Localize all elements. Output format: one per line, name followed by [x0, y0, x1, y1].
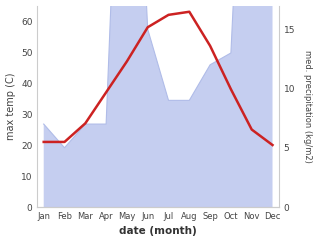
Y-axis label: max temp (C): max temp (C): [5, 73, 16, 140]
X-axis label: date (month): date (month): [119, 227, 197, 236]
Y-axis label: med. precipitation (kg/m2): med. precipitation (kg/m2): [303, 50, 313, 163]
